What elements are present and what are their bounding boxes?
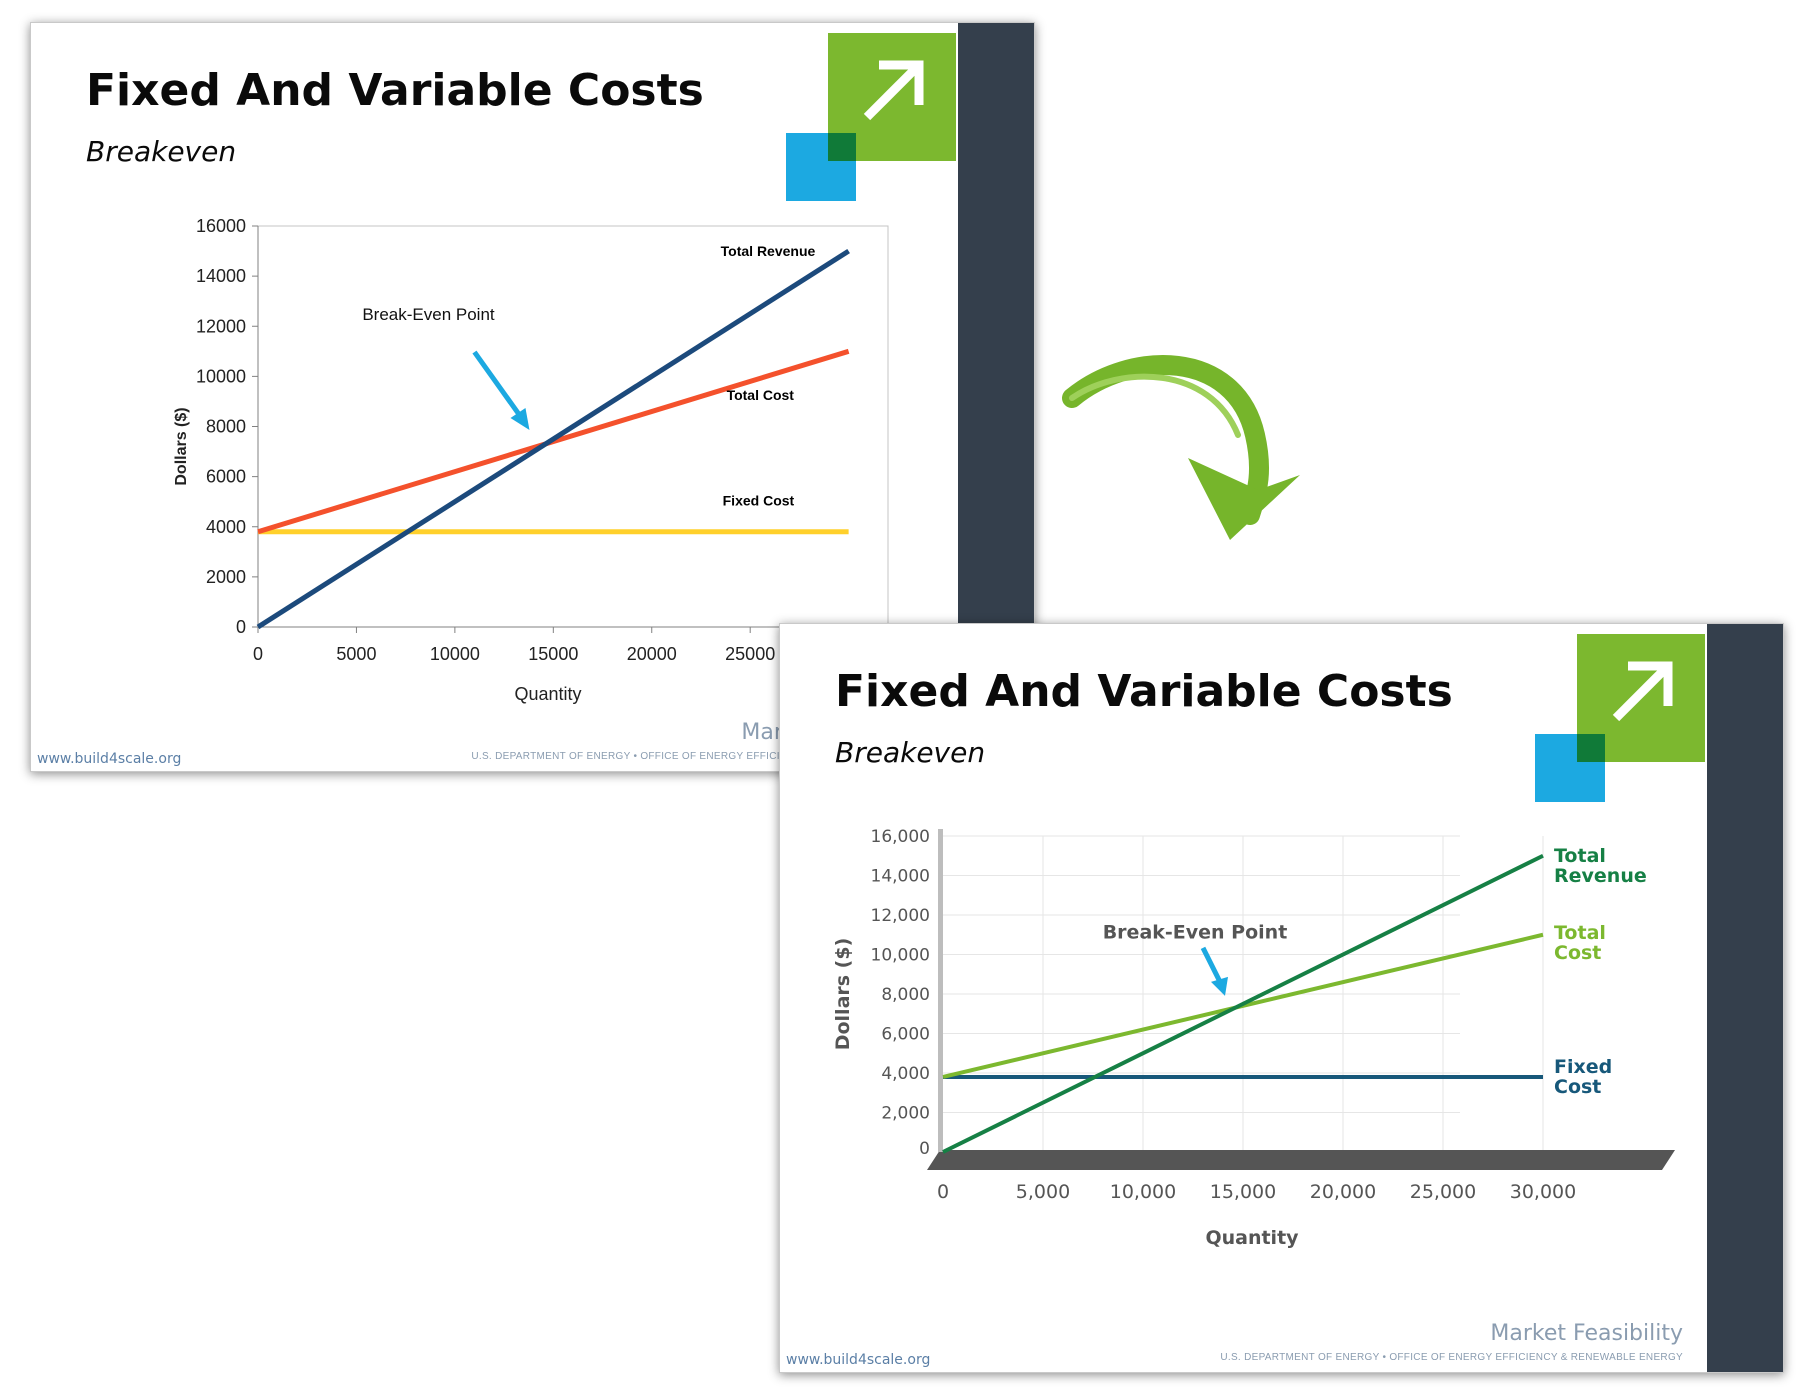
pointer-arrowhead bbox=[1211, 976, 1228, 996]
y-axis-wall bbox=[938, 829, 943, 1152]
x-tick-label: 20000 bbox=[627, 644, 677, 664]
curved-down-arrow-icon bbox=[1062, 355, 1300, 540]
y-tick-label: 12000 bbox=[196, 316, 246, 336]
series-label: Fixed Cost bbox=[723, 492, 795, 508]
y-tick-label: 14,000 bbox=[871, 867, 930, 887]
series-label: Total bbox=[1554, 845, 1606, 867]
y-tick-label: 16000 bbox=[196, 216, 246, 236]
slide-title: Fixed And Variable Costs bbox=[835, 666, 1453, 717]
series-line-total-revenue bbox=[942, 853, 1544, 1154]
breakeven-chart-original: 0 2000 4000 6000 8000 10000 12000 14000 16000 0 50… bbox=[173, 216, 889, 704]
y-tick-label: 2000 bbox=[206, 567, 246, 587]
y-tick-label: 6,000 bbox=[881, 1025, 930, 1045]
x-tick-label: 5000 bbox=[336, 644, 376, 664]
x-tick-label: 0 bbox=[253, 644, 263, 664]
y-axis-label: Dollars ($) bbox=[832, 938, 854, 1051]
series-label: Cost bbox=[1554, 1076, 1601, 1098]
pointer-arrow-icon bbox=[1200, 946, 1225, 987]
y-axis-label: Dollars ($) bbox=[173, 407, 190, 485]
deck-title: Market Feasibility bbox=[1490, 1321, 1683, 1346]
x-tick-label: 25,000 bbox=[1410, 1181, 1476, 1203]
slide-dark-sidebar bbox=[1707, 624, 1783, 1372]
series-label: Cost bbox=[1554, 942, 1601, 964]
y-tick-label: 16,000 bbox=[871, 827, 930, 847]
series-label: Total bbox=[1554, 922, 1606, 944]
y-tick-label: 8,000 bbox=[881, 985, 930, 1005]
y-tick-label: 6000 bbox=[206, 467, 246, 487]
breakeven-chart-redesigned: 0 2,000 4,000 6,000 8,000 10,000 12,000 14,000 1… bbox=[832, 827, 1675, 1249]
series-label: Total Revenue bbox=[721, 243, 816, 259]
slide-redesigned: Fixed And Variable Costs Breakeven 0 2,00… bbox=[779, 623, 1784, 1373]
y-tick-label: 12,000 bbox=[871, 906, 930, 926]
floor-shadow bbox=[927, 1150, 1675, 1170]
x-tick-label: 0 bbox=[937, 1181, 949, 1203]
footer-url-link[interactable]: www.build4scale.org bbox=[37, 751, 182, 767]
series-label: Fixed bbox=[1554, 1056, 1612, 1078]
y-tick-label: 14000 bbox=[196, 266, 246, 286]
x-axis-label: Quantity bbox=[1205, 1227, 1299, 1249]
y-tick-label: 10000 bbox=[196, 366, 246, 386]
series-label: Total Cost bbox=[727, 387, 795, 403]
x-tick-label: 20,000 bbox=[1310, 1181, 1376, 1203]
y-tick-label: 4,000 bbox=[881, 1064, 930, 1084]
footer-doe-text: U.S. DEPARTMENT OF ENERGY • OFFICE OF EN… bbox=[1220, 1352, 1683, 1363]
y-tick-label: 4000 bbox=[206, 517, 246, 537]
slide-subtitle: Breakeven bbox=[835, 736, 986, 769]
y-tick-label: 2,000 bbox=[881, 1104, 930, 1124]
pointer-arrow-icon bbox=[472, 350, 527, 424]
x-axis-label: Quantity bbox=[514, 684, 581, 704]
pointer-arrowhead bbox=[510, 408, 530, 431]
series-label: Revenue bbox=[1554, 865, 1647, 887]
overlap-square-logo bbox=[828, 133, 856, 161]
x-tick-label: 30,000 bbox=[1510, 1181, 1576, 1203]
break-even-label: Break-Even Point bbox=[1103, 922, 1288, 944]
y-tick-label: 10,000 bbox=[871, 946, 930, 966]
y-tick-label: 0 bbox=[236, 617, 246, 637]
slide-subtitle: Breakeven bbox=[86, 135, 237, 168]
x-tick-label: 15000 bbox=[528, 644, 578, 664]
north-east-arrow-icon bbox=[1612, 661, 1673, 722]
x-tick-label: 10000 bbox=[430, 644, 480, 664]
north-east-arrow-icon bbox=[863, 60, 924, 121]
footer-url-link[interactable]: www.build4scale.org bbox=[786, 1352, 931, 1368]
x-tick-label: 25000 bbox=[725, 644, 775, 664]
slide-title: Fixed And Variable Costs bbox=[86, 65, 704, 116]
x-tick-label: 15,000 bbox=[1210, 1181, 1276, 1203]
y-tick-label: 8000 bbox=[206, 417, 246, 437]
series-line-total-revenue bbox=[256, 248, 850, 630]
footer-doe-text: U.S. DEPARTMENT OF ENERGY • OFFICE OF EN… bbox=[471, 751, 934, 762]
x-tick-label: 10,000 bbox=[1110, 1181, 1176, 1203]
y-tick-label: 0 bbox=[919, 1139, 930, 1159]
overlap-square-logo bbox=[1577, 734, 1605, 762]
x-tick-label: 5,000 bbox=[1016, 1181, 1070, 1203]
break-even-label: Break-Even Point bbox=[362, 305, 495, 324]
